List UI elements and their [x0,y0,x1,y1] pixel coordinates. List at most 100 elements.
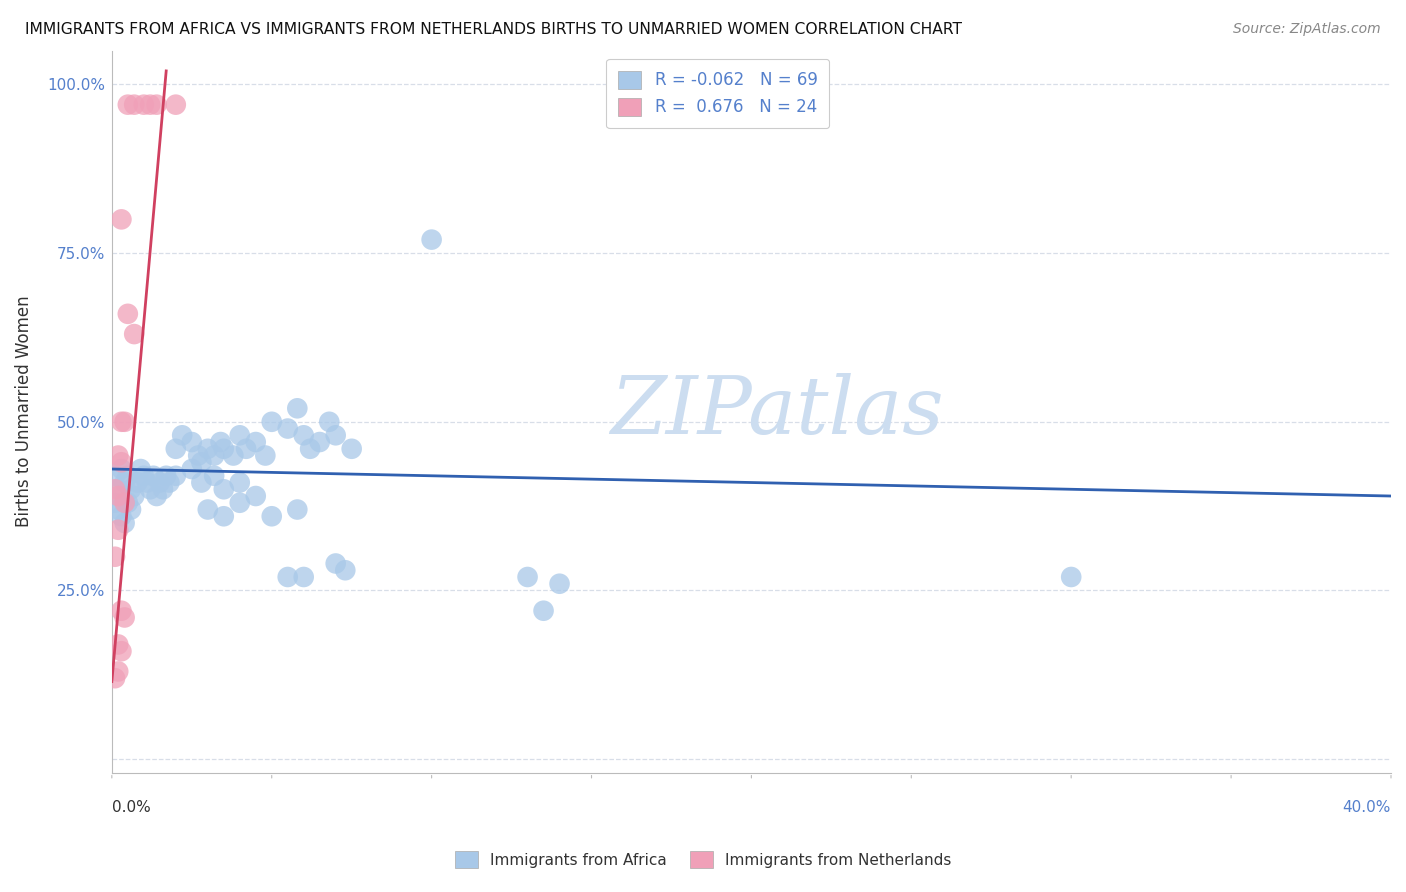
Point [136,475,159,490]
Point [114,516,136,530]
Point [325,557,347,571]
Point [260,509,283,524]
Point [107,483,129,497]
Point [165,468,187,483]
Point [142,468,165,483]
Point [318,415,340,429]
Point [533,604,555,618]
Point [165,442,187,456]
Point [152,483,174,497]
Point [202,449,225,463]
Point [120,483,142,497]
Point [117,307,139,321]
Text: 40.0%: 40.0% [1343,799,1391,814]
Point [212,509,235,524]
Point [420,233,443,247]
Point [202,468,225,483]
Point [110,644,132,658]
Point [308,435,330,450]
Point [190,455,212,469]
Point [132,468,155,483]
Point [132,97,155,112]
Point [120,502,142,516]
Point [157,475,180,490]
Point [277,570,299,584]
Text: 0.0%: 0.0% [112,799,150,814]
Point [197,502,219,516]
Point [107,637,129,651]
Legend: Immigrants from Africa, Immigrants from Netherlands: Immigrants from Africa, Immigrants from … [447,844,959,875]
Text: IMMIGRANTS FROM AFRICA VS IMMIGRANTS FROM NETHERLANDS BIRTHS TO UNMARRIED WOMEN : IMMIGRANTS FROM AFRICA VS IMMIGRANTS FRO… [25,22,962,37]
Point [209,435,232,450]
Point [110,415,132,429]
Point [1060,570,1083,584]
Point [299,442,322,456]
Point [139,483,162,497]
Point [229,428,252,442]
Point [245,435,267,450]
Point [548,576,571,591]
Point [117,97,139,112]
Point [107,502,129,516]
Point [145,97,167,112]
Point [104,549,127,564]
Point [122,327,145,342]
Point [114,475,136,490]
Point [104,483,127,497]
Point [110,455,132,469]
Point [254,449,277,463]
Point [110,509,132,524]
Point [122,97,145,112]
Point [122,489,145,503]
Point [516,570,538,584]
Point [107,489,129,503]
Point [340,442,363,456]
Point [110,212,132,227]
Point [335,563,357,577]
Point [285,401,308,416]
Legend: R = -0.062   N = 69, R =  0.676   N = 24: R = -0.062 N = 69, R = 0.676 N = 24 [606,59,830,128]
Point [107,665,129,679]
Point [110,604,132,618]
Point [104,468,127,483]
Point [139,97,162,112]
Point [229,475,252,490]
Text: Source: ZipAtlas.com: Source: ZipAtlas.com [1233,22,1381,37]
Y-axis label: Births to Unmarried Women: Births to Unmarried Women [15,296,32,527]
Point [260,415,283,429]
Point [180,462,202,476]
Point [197,442,219,456]
Point [190,475,212,490]
Point [104,496,127,510]
Point [172,428,194,442]
Point [229,496,252,510]
Point [277,421,299,435]
Point [117,496,139,510]
Point [292,428,315,442]
Point [325,428,347,442]
Point [212,483,235,497]
Point [114,496,136,510]
Point [129,462,152,476]
Point [292,570,315,584]
Point [155,468,177,483]
Point [149,475,172,490]
Point [222,449,245,463]
Point [285,502,308,516]
Point [180,435,202,450]
Point [107,449,129,463]
Point [127,475,149,490]
Point [104,671,127,685]
Point [235,442,257,456]
Point [107,523,129,537]
Text: ZIPatlas: ZIPatlas [610,373,943,450]
Point [145,489,167,503]
Point [110,462,132,476]
Point [165,97,187,112]
Point [114,415,136,429]
Point [117,468,139,483]
Point [245,489,267,503]
Point [187,449,209,463]
Point [114,610,136,624]
Point [212,442,235,456]
